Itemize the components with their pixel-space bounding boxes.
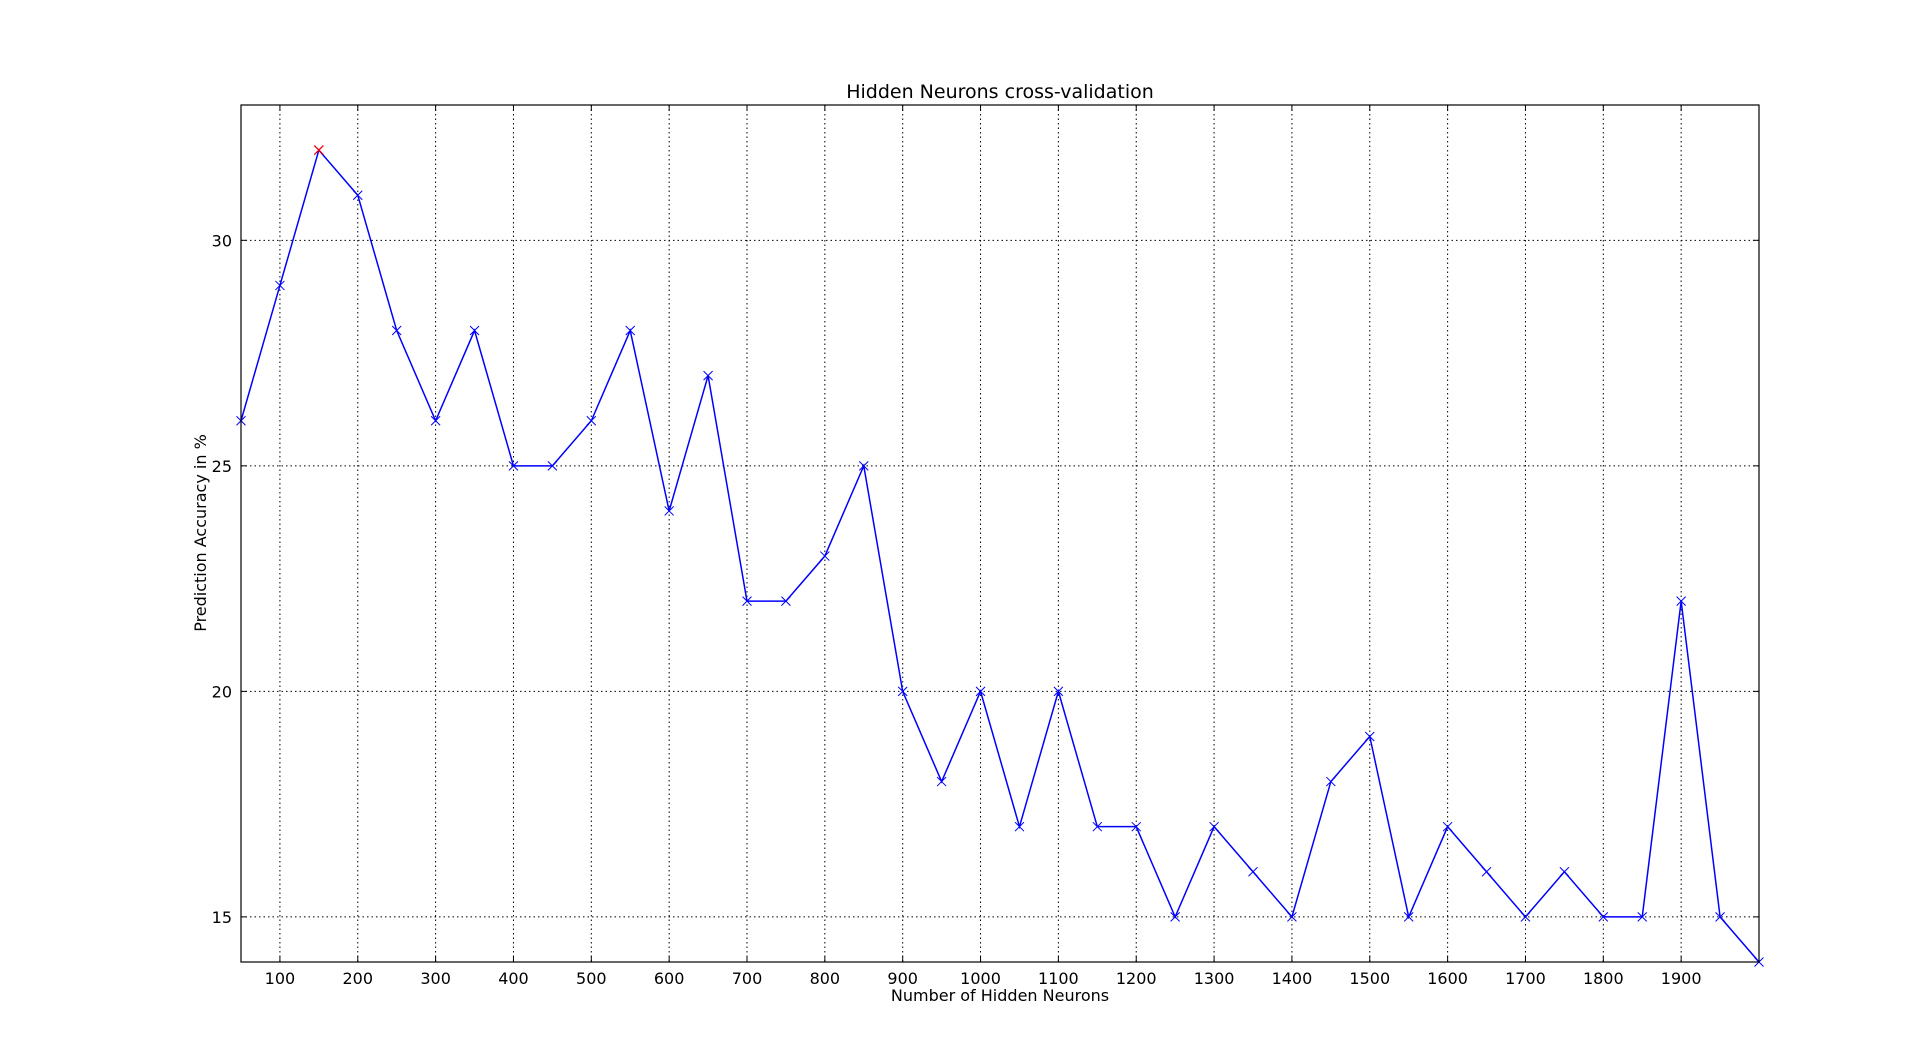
x-tick-label: 1700 [1505, 969, 1546, 988]
data-point-marker [1442, 821, 1453, 832]
series-line [240, 148, 1760, 963]
x-tick-label: 1100 [1038, 969, 1079, 988]
x-tick-label: 500 [576, 969, 607, 988]
x-tick-label: 1400 [1272, 969, 1313, 988]
data-point-marker [1092, 821, 1103, 832]
grid-layer [241, 105, 1759, 962]
x-tick-label: 200 [342, 969, 373, 988]
x-tick-label: 1200 [1116, 969, 1157, 988]
data-point-marker [1403, 912, 1414, 922]
x-tick-label: 100 [265, 969, 296, 988]
x-tick-label: 1800 [1583, 969, 1624, 988]
data-point-marker [1053, 686, 1064, 697]
data-point-marker [703, 370, 713, 381]
data-point-marker [1637, 912, 1648, 922]
data-point-marker [1598, 912, 1609, 922]
data-point-marker [1131, 821, 1142, 832]
data-point-marker [975, 686, 986, 697]
x-tick-label: 1000 [960, 969, 1001, 988]
best-point-marker [313, 145, 324, 156]
data-point-marker [1209, 821, 1219, 832]
data-point-marker [781, 596, 791, 607]
data-point-marker [1481, 866, 1492, 877]
y-tick-label: 30 [212, 231, 232, 250]
data-point-marker [1676, 596, 1687, 607]
x-tick-label: 400 [498, 969, 529, 988]
x-tick-label: 600 [654, 969, 685, 988]
data-point-marker [1520, 912, 1531, 922]
y-tick-label: 25 [212, 457, 232, 476]
x-tick-label: 1600 [1427, 969, 1468, 988]
marker-layer [236, 145, 1764, 967]
data-point-marker [586, 415, 597, 426]
x-tick-label: 1300 [1194, 969, 1235, 988]
y-tick-label: 15 [212, 908, 232, 927]
data-point-marker [1559, 866, 1570, 877]
data-point-marker [819, 551, 830, 561]
data-point-marker [1364, 731, 1375, 742]
data-point-marker [430, 415, 441, 426]
y-axis-title: Prediction Accuracy in % [191, 434, 210, 632]
data-point-marker [664, 506, 675, 516]
series-layer [240, 148, 1760, 963]
tick-label-layer: 100 200 300 400 500 600 700 800 900 1000 1100 1200 1… [212, 231, 1702, 988]
x-tick-label: 700 [732, 969, 763, 988]
data-point-marker [1287, 912, 1297, 922]
data-point-marker [1014, 821, 1025, 832]
tick-layer [241, 105, 1759, 962]
chart-title: Hidden Neurons cross-validation [846, 81, 1154, 103]
data-point-marker [897, 686, 908, 697]
data-point-marker [391, 325, 402, 336]
x-tick-label: 800 [810, 969, 841, 988]
data-point-marker [469, 325, 480, 336]
data-point-marker [1715, 912, 1725, 922]
data-point-marker [1325, 776, 1336, 787]
x-tick-label: 900 [887, 969, 918, 988]
data-point-marker [547, 460, 558, 471]
data-point-marker [352, 190, 363, 201]
plot-frame [240, 104, 1760, 963]
data-point-marker [742, 596, 752, 607]
x-tick-label: 1900 [1661, 969, 1702, 988]
data-point-marker [936, 776, 947, 787]
data-point-marker [508, 460, 519, 471]
x-tick-label: 1500 [1349, 969, 1390, 988]
data-point-marker [858, 460, 869, 471]
data-point-marker [1248, 866, 1258, 877]
y-tick-label: 20 [212, 682, 232, 701]
x-tick-label: 300 [420, 969, 451, 988]
x-axis-title: Number of Hidden Neurons [891, 986, 1109, 1005]
data-point-marker [1170, 912, 1181, 922]
data-point-marker [625, 325, 636, 336]
data-point-marker [275, 280, 285, 291]
